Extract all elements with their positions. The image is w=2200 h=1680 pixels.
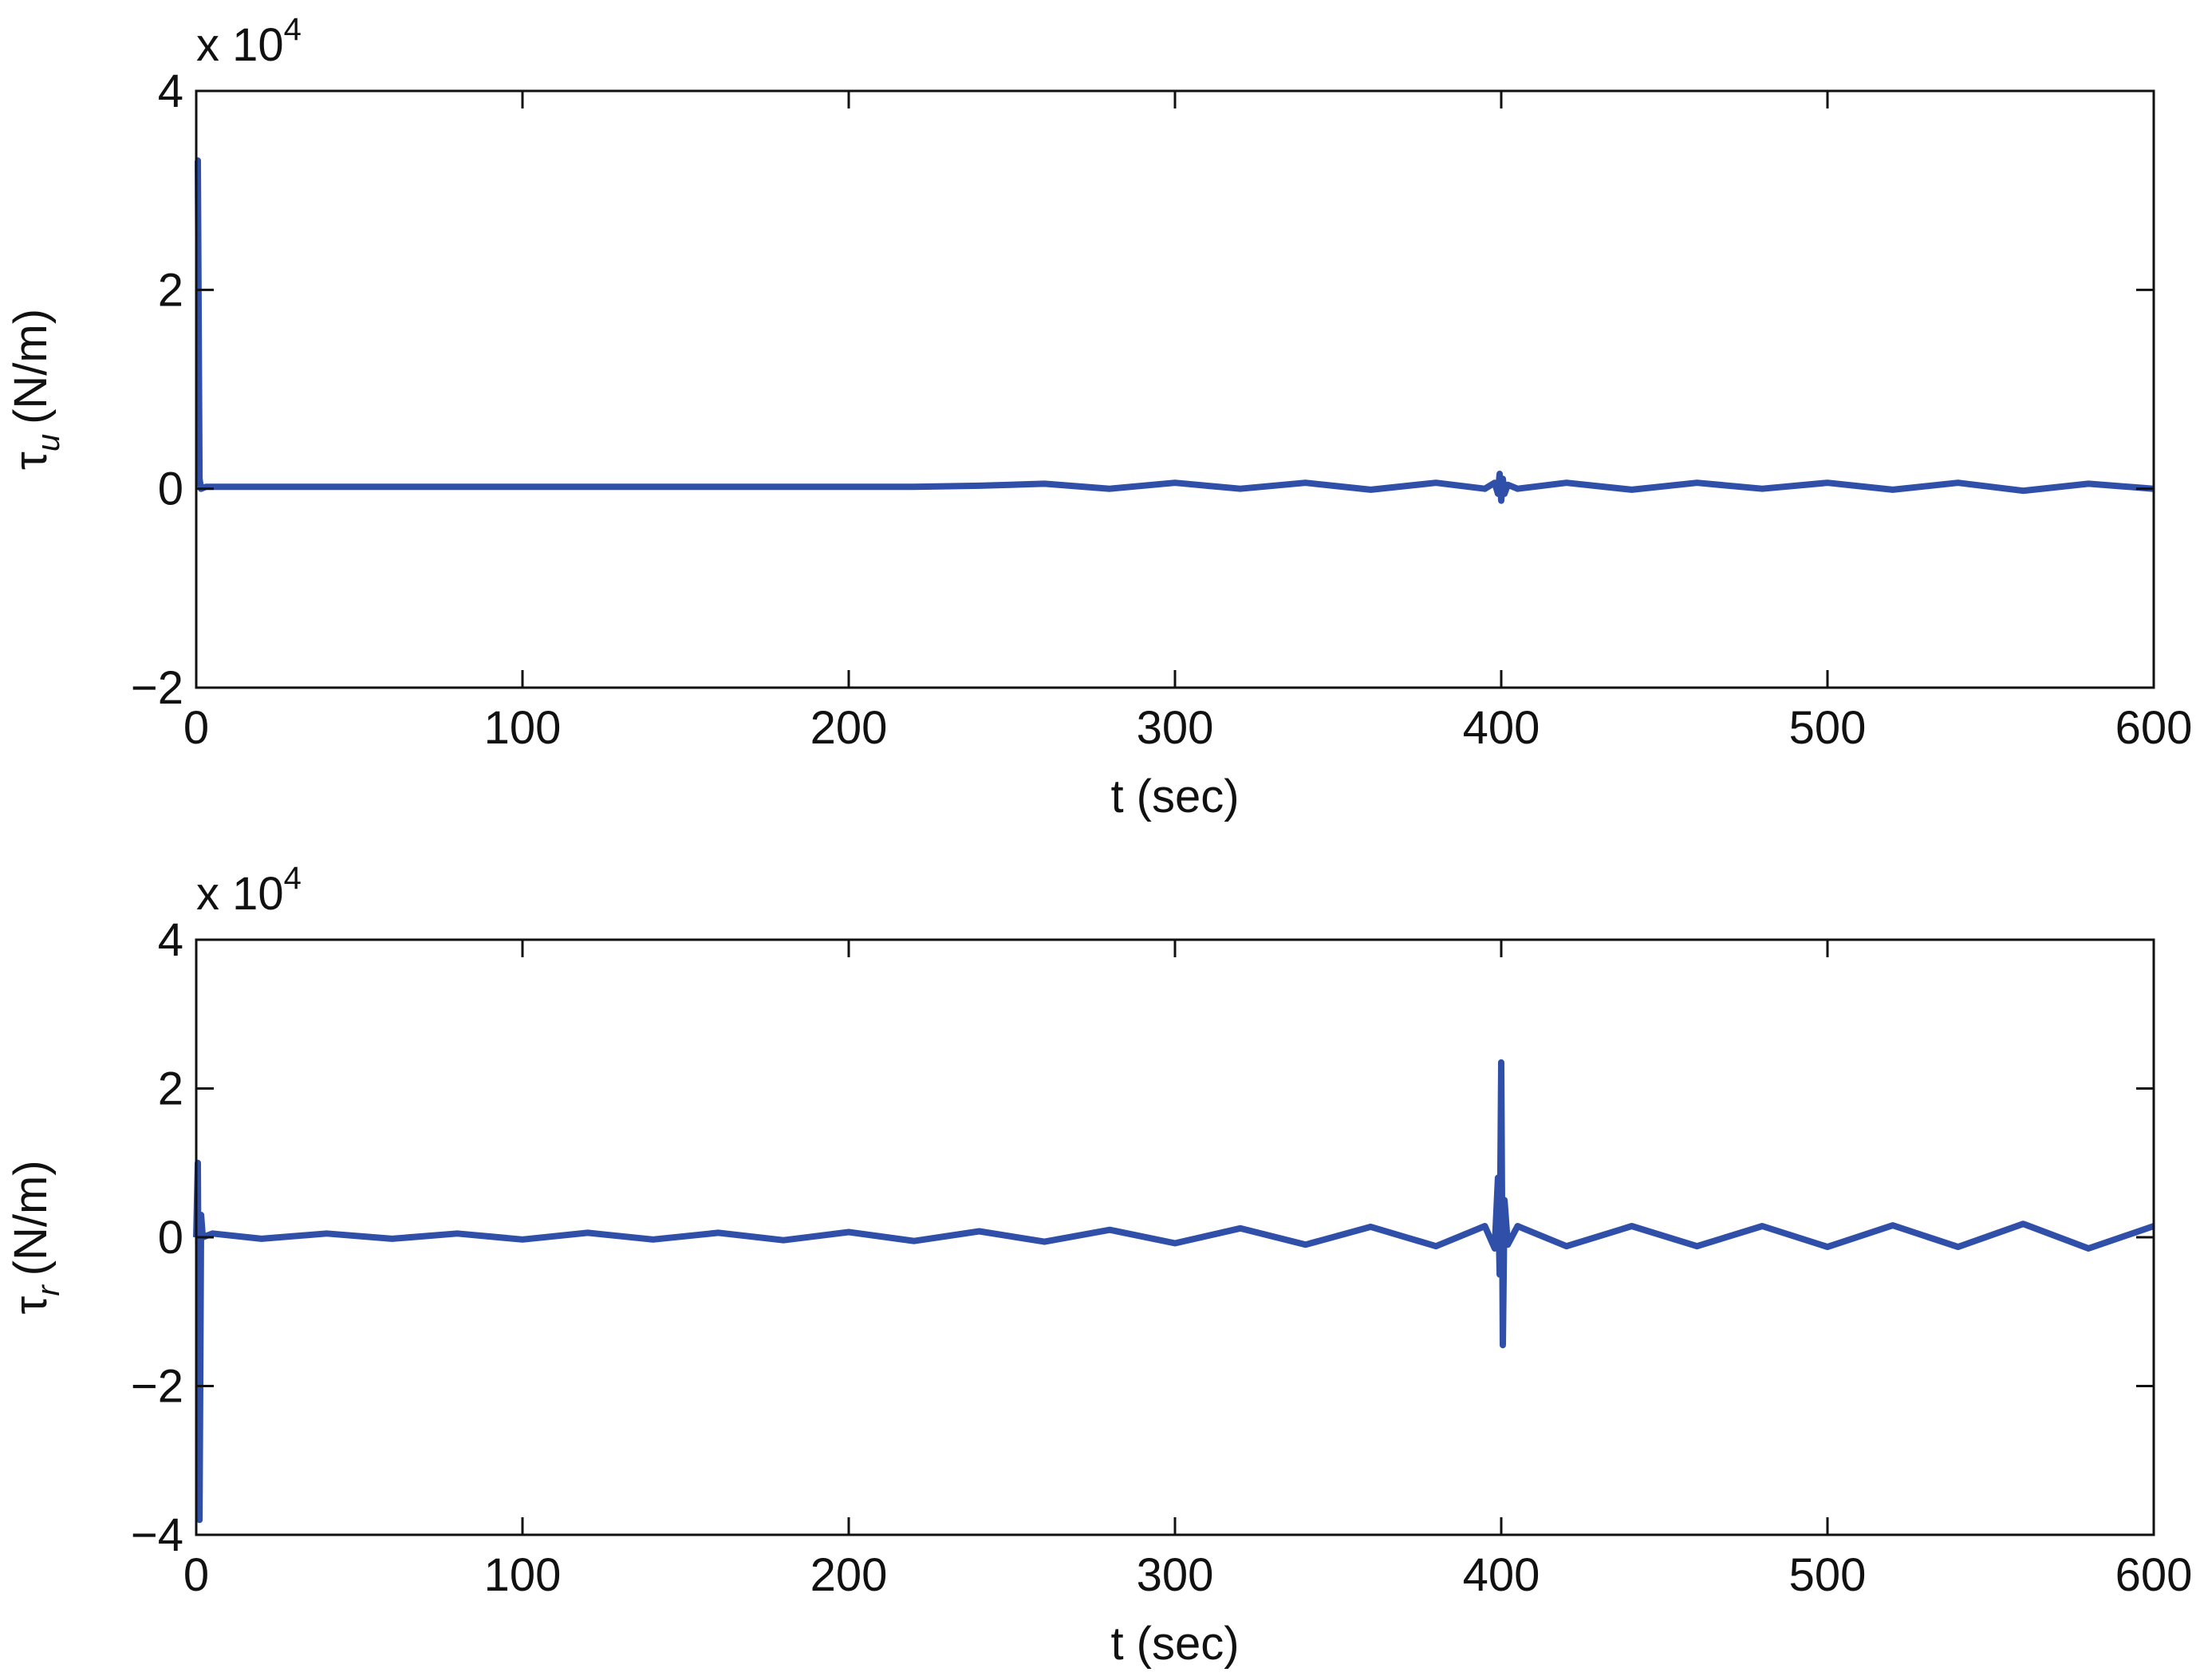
- x-tick-label: 600: [2115, 702, 2193, 754]
- multiplier-base: x 10: [196, 19, 284, 71]
- y-tick-label: −2: [131, 662, 183, 714]
- y-tick-label: 2: [158, 1063, 183, 1115]
- data-line: [193, 1059, 2155, 1524]
- x-tick-label: 100: [484, 702, 562, 754]
- y-tick-label: 0: [158, 1212, 183, 1264]
- x-tick-label: 100: [484, 1549, 562, 1601]
- multiplier-base: x 10: [196, 868, 284, 920]
- x-tick-label: 500: [1789, 1549, 1867, 1601]
- y-label-unit: (N/m): [5, 309, 57, 424]
- y-axis-label: τr (N/m): [5, 1160, 66, 1314]
- y-multiplier: x 104: [196, 12, 302, 71]
- y-tick-label: −4: [131, 1509, 183, 1561]
- y-multiplier: x 104: [196, 861, 302, 920]
- y-label-subscript: r: [31, 1284, 66, 1296]
- data-line: [195, 157, 2155, 504]
- y-tick-label: 4: [158, 914, 183, 966]
- x-tick-label: 0: [183, 702, 209, 754]
- y-label-symbol: τ: [5, 452, 57, 470]
- x-tick-label: 500: [1789, 702, 1867, 754]
- y-tick-label: 2: [158, 264, 183, 316]
- x-tick-label: 600: [2115, 1549, 2193, 1601]
- y-label-unit: (N/m): [5, 1160, 57, 1276]
- x-tick-label: 400: [1463, 1549, 1540, 1601]
- multiplier-exponent: 4: [284, 861, 302, 896]
- chart-panel: 0 100 200 300 400 500 600 −4 −2 0 2 4 t (sec) x 104 τr…: [5, 861, 2192, 1670]
- x-tick-label: 200: [810, 1549, 888, 1601]
- multiplier-exponent: 4: [284, 12, 302, 47]
- x-axis-label: t (sec): [1110, 771, 1239, 822]
- y-label-symbol: τ: [5, 1296, 57, 1315]
- x-tick-label: 300: [1137, 1549, 1214, 1601]
- y-axis-label: τu (N/m): [5, 309, 66, 470]
- x-tick-label: 0: [183, 1549, 209, 1601]
- x-tick-label: 400: [1463, 702, 1540, 754]
- y-tick-label: 0: [158, 463, 183, 515]
- x-tick-label: 200: [810, 702, 888, 754]
- y-tick-label: 4: [158, 65, 183, 117]
- y-label-subscript: u: [31, 434, 66, 452]
- axes-frame: [195, 89, 2155, 689]
- y-tick-label: −2: [131, 1361, 183, 1413]
- x-tick-label: 300: [1137, 702, 1214, 754]
- x-axis-label: t (sec): [1110, 1618, 1239, 1670]
